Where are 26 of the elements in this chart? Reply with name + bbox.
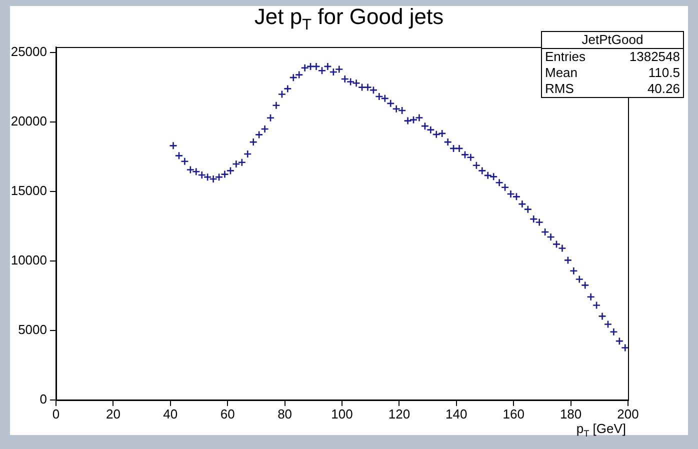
x-tick-label: 80 <box>278 406 292 422</box>
y-tick-label: 10000 <box>10 252 47 268</box>
annotation: Entries <box>545 49 586 65</box>
text: 110.5 <box>648 65 680 81</box>
x-tick-label: 0 <box>52 406 60 422</box>
y-tick-label: 25000 <box>10 44 47 60</box>
y-tick-label: 5000 <box>18 322 47 338</box>
x-tick-label: 160 <box>502 406 524 422</box>
x-tick-label: 100 <box>331 406 353 422</box>
x-tick-label: 60 <box>220 406 235 422</box>
annotation: JetPtGood <box>542 32 683 49</box>
x-axis-title: p$_{T}$ [GeV] <box>576 421 626 439</box>
x-tick-label: 180 <box>560 406 582 422</box>
x-tick-label: 140 <box>446 406 468 422</box>
x-tick-label: 200 <box>617 406 639 422</box>
text: 40.26 <box>647 81 680 97</box>
x-tick-label: 120 <box>388 406 410 422</box>
chart-title: Jet p$_{T}$ for Good jets <box>254 4 444 34</box>
y-tick-label: 15000 <box>10 183 47 198</box>
x-tick-label: 20 <box>106 406 120 422</box>
y-tick-label: 0 <box>40 392 47 407</box>
text: 1382548 <box>629 49 680 65</box>
annotation: RMS <box>545 81 574 97</box>
annotation: Mean <box>545 65 578 81</box>
y-tick-label: 20000 <box>10 114 47 129</box>
x-tick-label: 40 <box>163 406 178 422</box>
